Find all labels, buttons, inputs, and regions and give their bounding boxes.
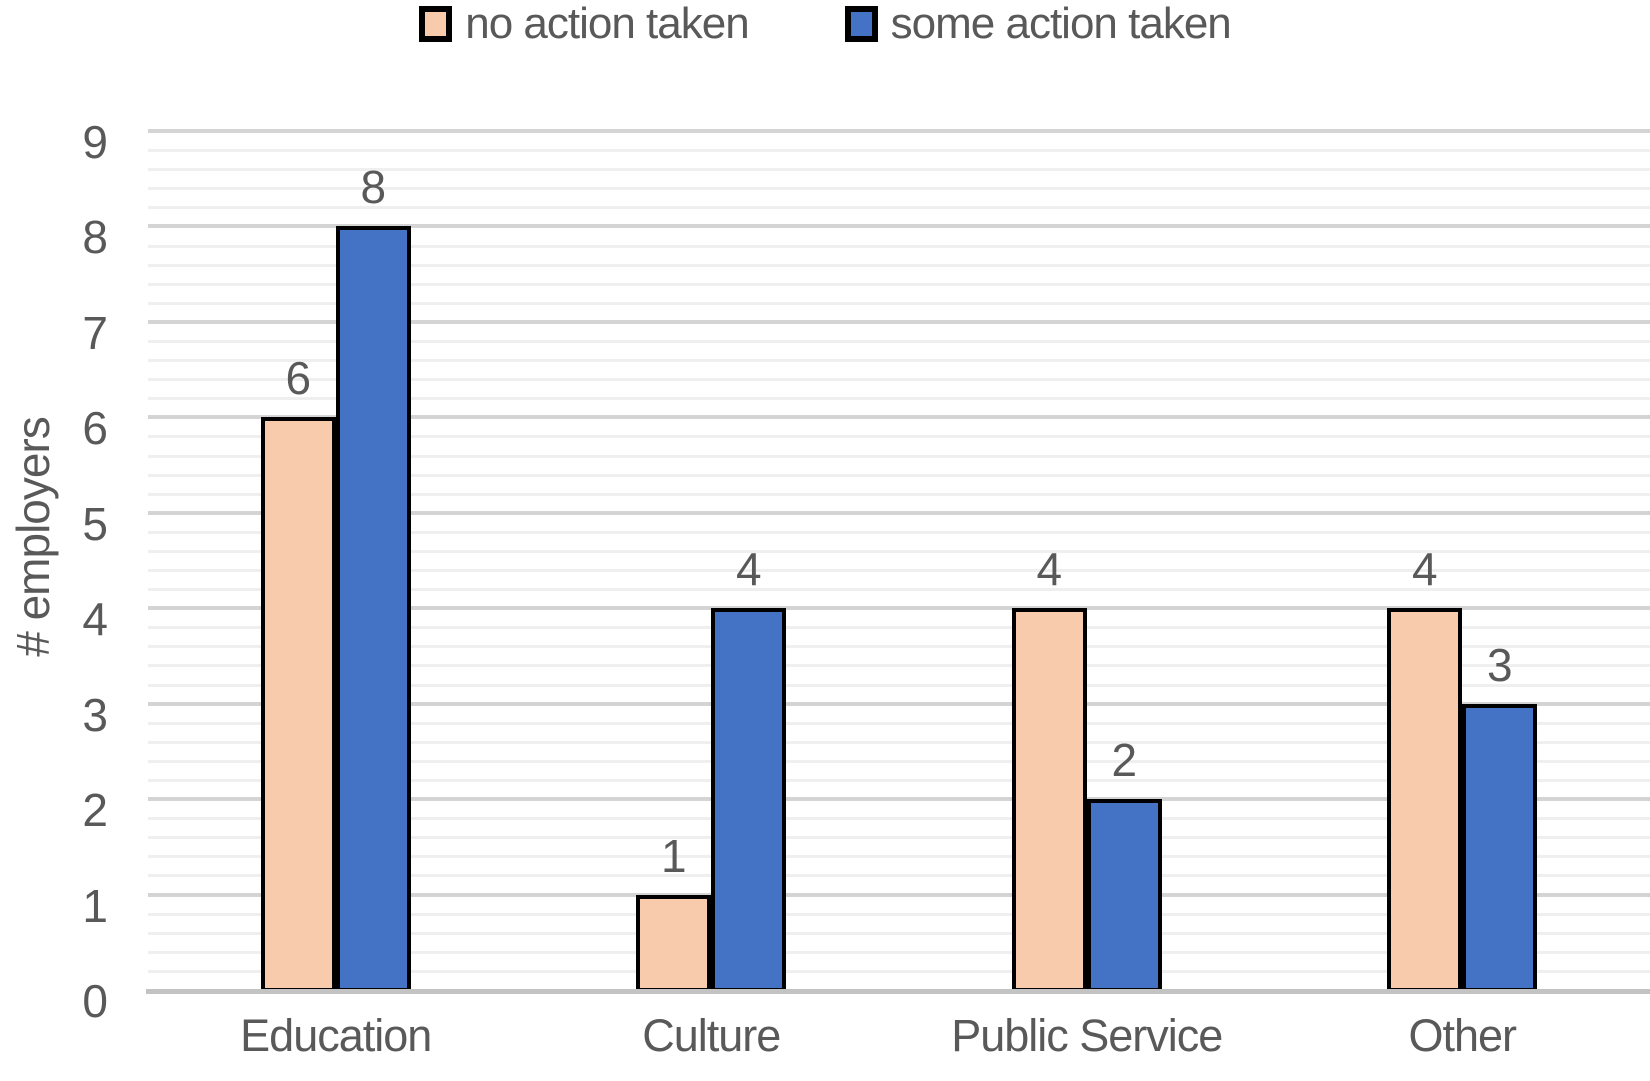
bar-education-no-action-taken <box>260 417 336 992</box>
y-tick-label-0: 0 <box>82 975 108 1027</box>
gridline-minor <box>148 740 1650 744</box>
gridline-minor <box>148 931 1650 935</box>
gridline-minor <box>148 339 1650 343</box>
bar-value-education-some-action-taken: 8 <box>360 161 387 214</box>
gridline-major-9 <box>148 129 1650 133</box>
bar-value-culture-some-action-taken: 4 <box>735 543 762 596</box>
gridline-minor <box>148 263 1650 267</box>
gridline-major-7 <box>148 319 1650 324</box>
x-axis-label-culture: Culture <box>642 1010 781 1061</box>
bar-public-service-no-action-taken <box>1011 608 1087 992</box>
gridline-minor <box>148 569 1650 573</box>
bar-other-no-action-taken <box>1387 608 1463 992</box>
gridline-minor <box>148 683 1650 687</box>
gridline-minor <box>148 664 1650 668</box>
chart-legend: no action taken some action taken <box>0 0 1650 48</box>
gridline-major-8 <box>148 224 1650 229</box>
gridline-minor <box>148 435 1650 439</box>
gridline-minor <box>148 206 1650 210</box>
bar-other-some-action-taken <box>1462 703 1538 992</box>
legend-item-some-action-taken: some action taken <box>844 0 1232 48</box>
gridline-minor <box>148 855 1650 859</box>
gridline-minor <box>148 149 1650 153</box>
y-tick-label-5: 5 <box>82 497 108 550</box>
gridline-minor <box>148 473 1650 477</box>
bar-value-other-some-action-taken: 3 <box>1486 638 1513 691</box>
gridline-minor <box>148 549 1650 553</box>
gridline-minor <box>148 759 1650 763</box>
bar-value-other-no-action-taken: 4 <box>1411 543 1438 596</box>
gridline-minor <box>148 588 1650 592</box>
gridline-minor <box>148 645 1650 649</box>
gridline-minor <box>148 397 1650 401</box>
gridline-minor <box>148 874 1650 878</box>
gridline-major-5 <box>148 510 1650 515</box>
bar-education-some-action-taken <box>335 226 411 992</box>
x-axis-line <box>146 989 1650 994</box>
gridline-major-6 <box>148 415 1650 420</box>
gridline-major-2 <box>148 797 1650 802</box>
gridline-minor <box>148 168 1650 172</box>
bar-value-public-service-some-action-taken: 2 <box>1111 734 1138 787</box>
gridline-minor <box>148 969 1650 973</box>
gridline-minor <box>148 244 1650 248</box>
gridline-minor <box>148 626 1650 630</box>
gridline-major-1 <box>148 892 1650 897</box>
gridline-minor <box>148 950 1650 954</box>
bar-value-public-service-no-action-taken: 4 <box>1036 543 1063 596</box>
gridline-minor <box>148 378 1650 382</box>
gridline-major-4 <box>148 606 1650 611</box>
y-tick-label-6: 6 <box>82 402 108 455</box>
gridline-minor <box>148 836 1650 840</box>
gridline-minor <box>148 912 1650 916</box>
legend-item-no-action-taken: no action taken <box>419 0 750 48</box>
gridline-minor <box>148 359 1650 363</box>
gridline-minor <box>148 721 1650 725</box>
gridline-minor <box>148 187 1650 191</box>
gridline-minor <box>148 817 1650 821</box>
y-tick-label-3: 3 <box>82 688 108 741</box>
x-axis-label-education: Education <box>240 1010 432 1061</box>
bar-value-education-no-action-taken: 6 <box>285 352 312 405</box>
x-axis-label-public-service: Public Service <box>951 1010 1223 1061</box>
legend-marker-icon-some-action-taken <box>844 6 878 42</box>
y-tick-label-9: 9 <box>82 116 108 168</box>
gridline-major-3 <box>148 701 1650 706</box>
bar-public-service-some-action-taken <box>1086 799 1162 992</box>
legend-label: no action taken <box>465 0 749 48</box>
y-tick-label-8: 8 <box>82 211 108 264</box>
bar-culture-no-action-taken <box>636 894 712 992</box>
bar-culture-some-action-taken <box>711 608 787 992</box>
legend-label: some action taken <box>890 0 1232 48</box>
gridline-minor <box>148 779 1650 783</box>
x-axis-label-other: Other <box>1408 1010 1517 1061</box>
gridline-minor <box>148 530 1650 534</box>
gridline-minor <box>148 301 1650 305</box>
legend-marker-icon-no-action-taken <box>419 6 453 42</box>
gridline-minor <box>148 282 1650 286</box>
gridline-minor <box>148 454 1650 458</box>
y-tick-label-2: 2 <box>82 784 108 837</box>
y-tick-label-1: 1 <box>82 879 108 932</box>
y-tick-label-4: 4 <box>82 593 108 646</box>
bar-value-culture-no-action-taken: 1 <box>660 829 687 882</box>
gridline-minor <box>148 492 1650 496</box>
y-tick-label-7: 7 <box>82 306 108 359</box>
